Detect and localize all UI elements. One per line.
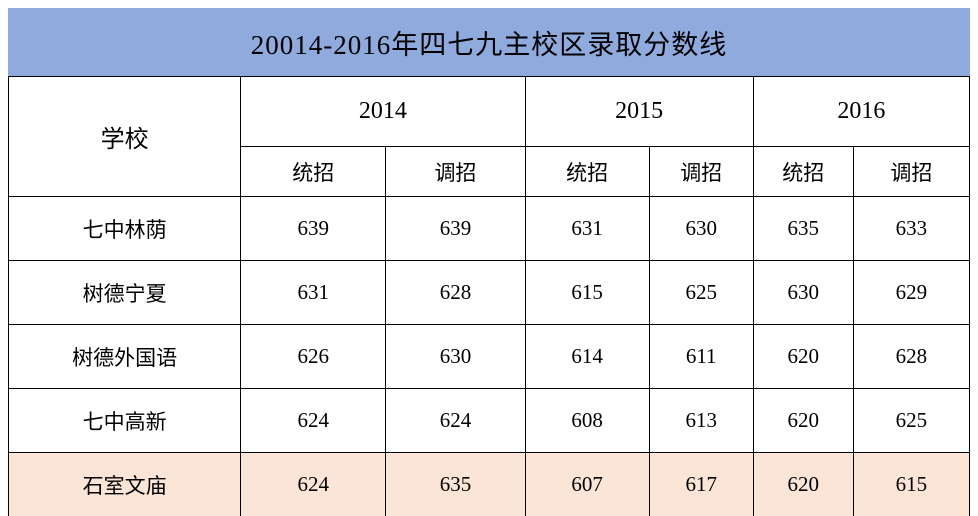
subheader-2014-tongzhao: 统招 <box>240 146 387 197</box>
score-cell: 626 <box>240 324 387 389</box>
score-cell: 630 <box>385 324 526 389</box>
year-header-row: 学校 2014 2015 2016 <box>7 76 971 197</box>
score-cell: 624 <box>240 388 387 453</box>
score-cell: 631 <box>240 260 387 325</box>
school-name-cell: 树德外国语 <box>7 324 242 389</box>
score-cell: 633 <box>852 196 971 261</box>
score-cell: 624 <box>240 452 387 516</box>
score-cell: 608 <box>524 388 650 453</box>
table-row: 树德外国语 626 630 614 611 620 628 <box>7 324 971 389</box>
school-name-cell: 七中高新 <box>7 388 242 453</box>
score-cell: 615 <box>852 452 971 516</box>
score-cell: 625 <box>852 388 971 453</box>
score-cell: 614 <box>524 324 650 389</box>
score-cell: 629 <box>852 260 971 325</box>
score-cell: 611 <box>648 324 754 389</box>
school-name-cell: 树德宁夏 <box>7 260 242 325</box>
table-row: 树德宁夏 631 628 615 625 630 629 <box>7 260 971 325</box>
table-title: 20014-2016年四七九主校区录取分数线 <box>8 8 970 76</box>
year-header-2014: 2014 <box>240 76 526 147</box>
school-column-header: 学校 <box>7 76 242 197</box>
subheader-2016-tiaozhao: 调招 <box>852 146 971 197</box>
score-cell: 620 <box>752 324 854 389</box>
score-cell: 620 <box>752 388 854 453</box>
table-row: 七中林荫 639 639 631 630 635 633 <box>7 196 971 261</box>
scores-table: 学校 2014 2015 2016 统招 调招 统招 调招 统招 调招 七中林荫… <box>7 76 971 516</box>
score-cell: 613 <box>648 388 754 453</box>
school-name-cell: 石室文庙 <box>7 452 242 516</box>
subheader-2016-tongzhao: 统招 <box>752 146 854 197</box>
score-cell: 615 <box>524 260 650 325</box>
score-cell: 639 <box>385 196 526 261</box>
subheader-2014-tiaozhao: 调招 <box>385 146 526 197</box>
year-header-2015: 2015 <box>524 76 754 147</box>
score-cell: 628 <box>852 324 971 389</box>
score-cell: 639 <box>240 196 387 261</box>
score-cell: 617 <box>648 452 754 516</box>
score-cell: 635 <box>752 196 854 261</box>
table-row: 七中高新 624 624 608 613 620 625 <box>7 388 971 453</box>
score-cell: 607 <box>524 452 650 516</box>
subheader-2015-tongzhao: 统招 <box>524 146 650 197</box>
score-cell: 620 <box>752 452 854 516</box>
score-cell: 628 <box>385 260 526 325</box>
table-row-highlighted: 石室文庙 624 635 607 617 620 615 <box>7 452 971 516</box>
school-name-cell: 七中林荫 <box>7 196 242 261</box>
year-header-2016: 2016 <box>752 76 971 147</box>
subheader-2015-tiaozhao: 调招 <box>648 146 754 197</box>
score-cell: 624 <box>385 388 526 453</box>
score-cell: 631 <box>524 196 650 261</box>
score-cell: 625 <box>648 260 754 325</box>
score-cell: 630 <box>752 260 854 325</box>
score-cell: 635 <box>385 452 526 516</box>
score-cell: 630 <box>648 196 754 261</box>
